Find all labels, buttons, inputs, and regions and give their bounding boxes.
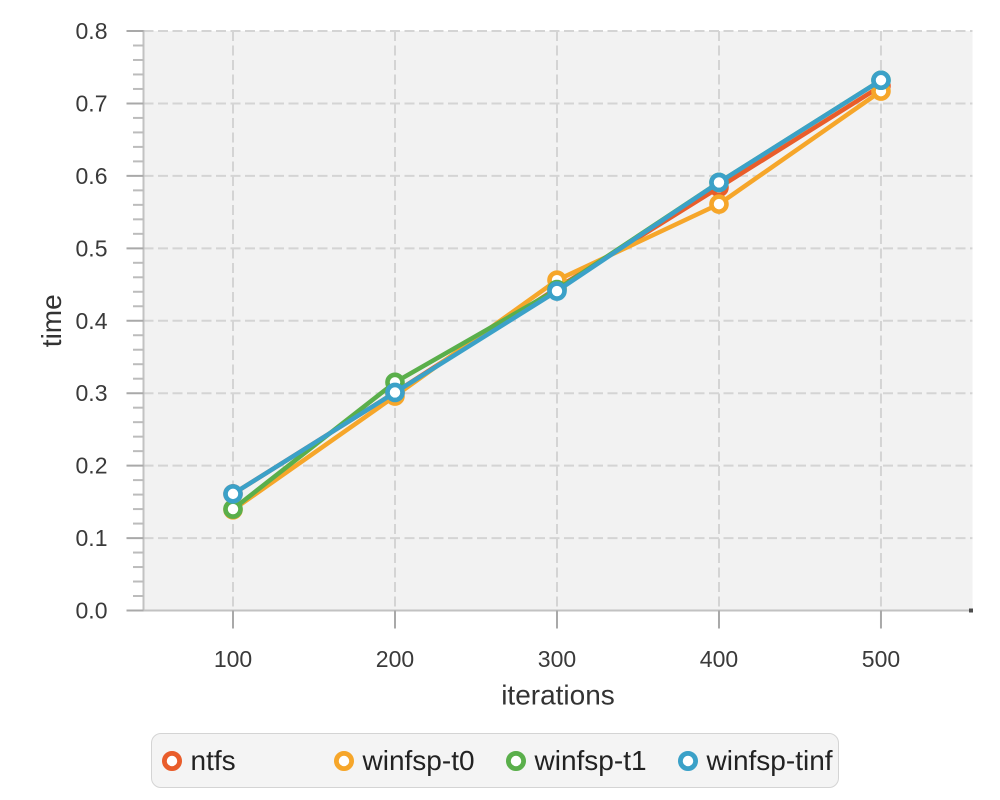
data-point-winfsp-tinf <box>709 172 729 193</box>
series-winfsp-tinf <box>223 70 891 504</box>
legend-marker-circle-winfsp-t0 <box>333 751 354 771</box>
x-tick-label: 200 <box>376 646 414 672</box>
x-axis-end-cap <box>969 608 973 613</box>
y-tick-label: 0.7 <box>76 90 108 116</box>
legend-label-winfsp-t0: winfsp-t0 <box>362 745 475 776</box>
y-tick-label: 0.5 <box>76 235 108 261</box>
y-tick-label: 0.8 <box>76 18 108 44</box>
legend-marker-circle-winfsp-tinf <box>677 751 698 771</box>
tick-labels: 0.0 0.1 0.2 0.3 0.4 0.5 0.6 0.7 0.8 100 200 300 400 5… <box>76 18 901 672</box>
legend-marker-winfsp-t0 <box>333 751 354 771</box>
legend-marker-circle-ntfs <box>161 751 182 771</box>
y-axis-title: time <box>36 294 67 347</box>
data-point-winfsp-tinf <box>547 281 567 301</box>
data-point-winfsp-t0 <box>709 194 729 214</box>
y-tick-label: 0.6 <box>76 163 108 189</box>
y-tick-label: 0.3 <box>76 380 108 406</box>
y-tick-label: 0.2 <box>76 453 108 479</box>
legend-item-winfsp-t0: winfsp-t0 <box>324 745 496 777</box>
y-tick-label: 0.1 <box>76 525 108 551</box>
legend-item-winfsp-t1: winfsp-t1 <box>496 745 668 777</box>
x-axis-title: iterations <box>501 680 615 711</box>
y-tick-label: 0.4 <box>76 308 108 334</box>
x-tick-label: 400 <box>700 646 738 672</box>
x-tick-label: 100 <box>214 646 252 672</box>
legend-label-ntfs: ntfs <box>190 745 236 776</box>
legend-marker-winfsp-t1 <box>505 751 526 771</box>
data-series <box>223 70 891 520</box>
legend-marker-winfsp-tinf <box>677 751 698 771</box>
legend-marker-circle-winfsp-t1 <box>505 751 526 771</box>
legend-label-winfsp-t1: winfsp-t1 <box>534 745 647 776</box>
legend-item-winfsp-tinf: winfsp-tinf <box>668 745 840 777</box>
data-point-winfsp-tinf <box>385 382 405 403</box>
y-tick-label: 0.0 <box>76 598 108 624</box>
axes <box>126 30 973 629</box>
legend-label-winfsp-tinf: winfsp-tinf <box>706 745 833 776</box>
legend-item-ntfs: ntfs <box>152 745 324 777</box>
x-tick-label: 500 <box>862 646 900 672</box>
legend-marker-ntfs <box>161 751 182 771</box>
data-point-winfsp-tinf <box>223 484 243 504</box>
gridlines <box>143 30 973 611</box>
legend: ntfs winfsp-t0 winfsp-t1 winfsp-tinf <box>150 732 840 788</box>
data-point-winfsp-tinf <box>871 70 891 91</box>
data-point-winfsp-t1 <box>223 499 243 519</box>
x-tick-label: 300 <box>538 646 576 672</box>
